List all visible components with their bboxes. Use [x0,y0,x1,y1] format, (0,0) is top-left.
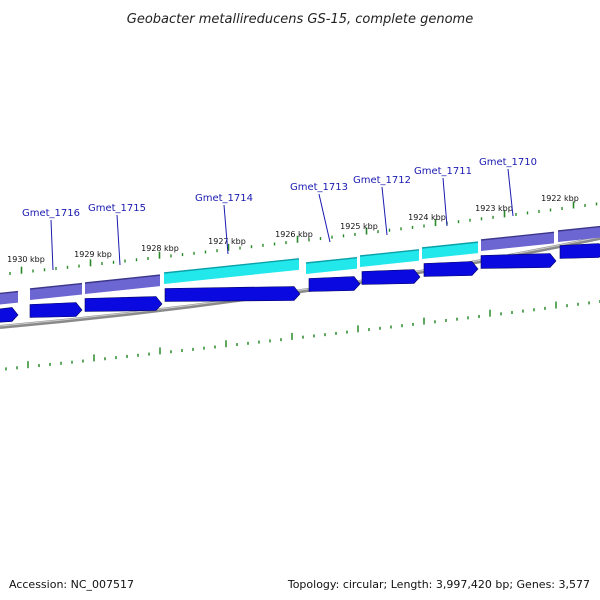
gene-leader-line [50,219,54,271]
gene-label-gmet-1716[interactable]: Gmet_1716 [22,208,80,219]
accession-text: Accession: NC_007517 [9,578,135,591]
scale-label: 1930 kbp [7,255,45,264]
cds-arrow [559,243,600,259]
scale-label: 1928 kbp [141,244,179,253]
gene-leader-line [318,193,331,243]
gene-leader-line [223,204,229,255]
cds-arrow-track [0,243,600,323]
gene-block-edge [359,249,420,257]
gene-block-edge [84,274,161,284]
scale-label: 1929 kbp [74,250,112,259]
cds-arrow [84,296,163,312]
cds-arrow [308,276,361,292]
cds-arrow [423,261,479,277]
cds-arrow [29,302,83,318]
gene-leader-line [442,177,448,227]
gene-block [360,249,419,267]
inner-tick-ring [5,300,600,371]
cds-arrow [480,253,557,269]
gene-block [481,232,554,251]
gene-block-edge [163,258,300,274]
cds-arrow [361,269,421,285]
scale-label: 1922 kbp [541,194,579,203]
gene-label-gmet-1711[interactable]: Gmet_1711 [414,166,472,177]
gene-labels: Gmet_1716 Gmet_1715 Gmet_1714 Gmet_1713 Gmet… [22,157,537,271]
gene-block-edge [421,241,479,249]
gene-label-gmet-1713[interactable]: Gmet_1713 [290,182,348,193]
backbone-circle-highlight [0,236,600,327]
gene-leader-line [507,168,514,217]
cds-arrow [0,307,19,323]
gene-leader-line [116,214,121,266]
genome-summary-text: Topology: circular; Length: 3,997,420 bp… [287,578,590,591]
gene-feature-track [0,225,600,305]
gene-label-gmet-1714[interactable]: Gmet_1714 [195,193,253,204]
scale-label: 1926 kbp [275,230,313,239]
gene-block-edge [557,225,600,232]
gene-label-gmet-1710[interactable]: Gmet_1710 [479,157,537,168]
cds-arrow [164,286,301,302]
gene-block [85,275,160,294]
scale-label: 1924 kbp [408,213,446,222]
gene-block [422,242,478,259]
gene-block-edge [305,256,358,264]
gene-label-gmet-1715[interactable]: Gmet_1715 [88,203,146,214]
gene-block-edge [480,231,555,241]
gene-leader-line [381,186,388,236]
gene-block-edge [0,290,19,295]
gene-label-gmet-1712[interactable]: Gmet_1712 [353,175,411,186]
gene-block [164,258,299,284]
scale-label: 1923 kbp [475,204,513,213]
scale-label: 1925 kbp [340,222,378,231]
gene-block-edge [29,282,83,290]
map-title: Geobacter metallireducens GS-15, complet… [127,12,473,27]
gene-block [0,291,18,305]
